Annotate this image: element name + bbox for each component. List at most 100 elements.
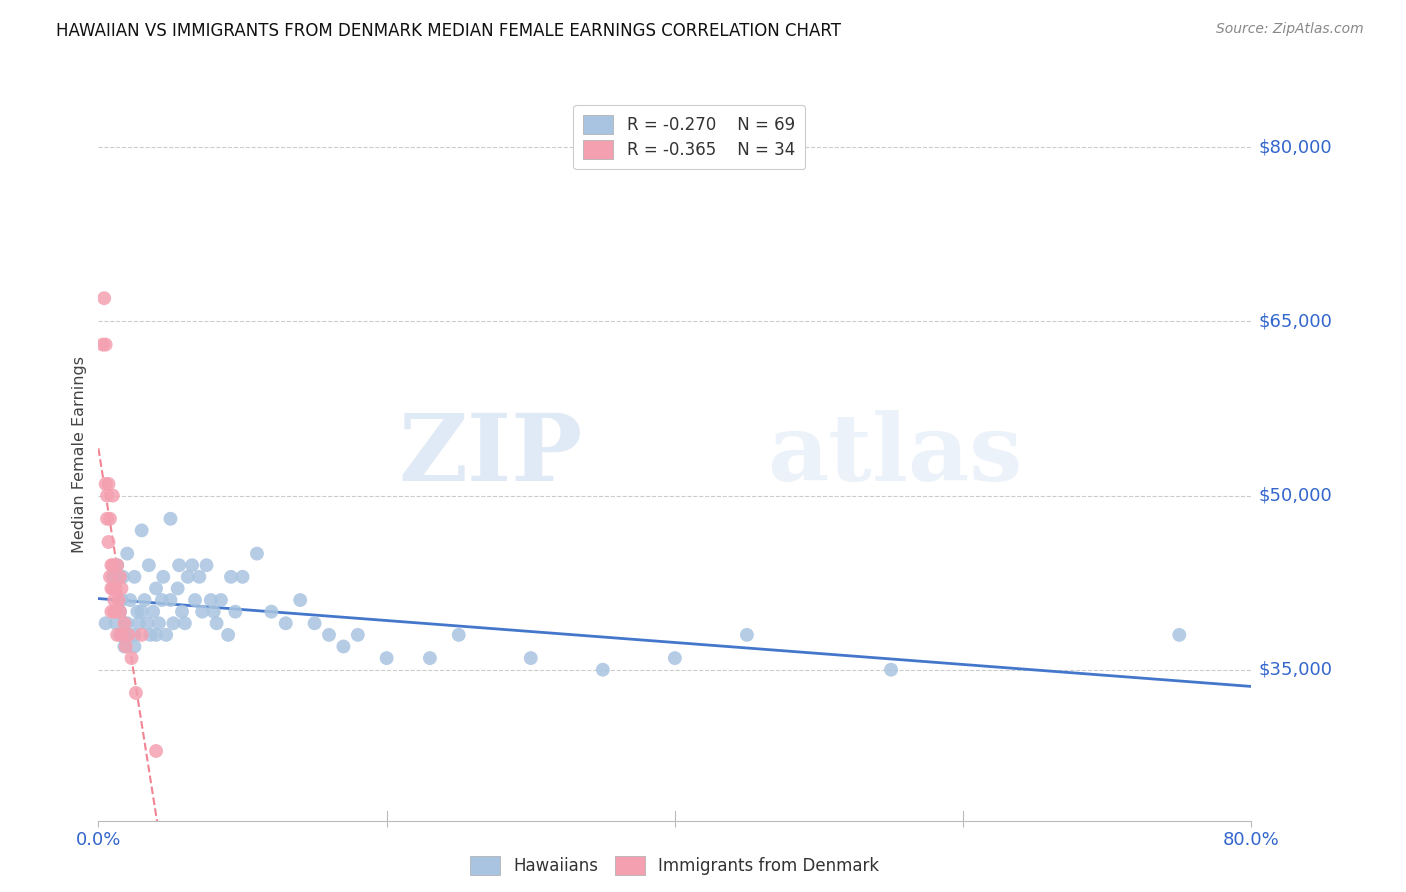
Point	[139, 628, 162, 642]
Point	[108, 605, 131, 619]
Point	[202, 605, 225, 619]
Text: HAWAIIAN VS IMMIGRANTS FROM DENMARK MEDIAN FEMALE EARNINGS CORRELATION CHART: HAWAIIAN VS IMMIGRANTS FROM DENMARK MEDI…	[56, 22, 841, 40]
Point	[260, 605, 283, 619]
Point	[105, 628, 128, 642]
Point	[138, 558, 160, 573]
Point	[304, 616, 326, 631]
Point	[121, 651, 143, 665]
Text: $35,000: $35,000	[1258, 661, 1333, 679]
Point	[125, 686, 148, 700]
Point	[145, 744, 167, 758]
Point	[219, 570, 242, 584]
Point	[375, 651, 398, 665]
Point	[108, 605, 131, 619]
Point	[318, 628, 340, 642]
Point	[131, 524, 153, 538]
Point	[1168, 628, 1191, 642]
Text: ZIP: ZIP	[398, 410, 582, 500]
Point	[110, 582, 132, 596]
Point	[162, 616, 184, 631]
Point	[124, 628, 146, 642]
Point	[101, 558, 124, 573]
Y-axis label: Median Female Earnings: Median Female Earnings	[72, 357, 87, 553]
Point	[111, 570, 134, 584]
Point	[124, 570, 146, 584]
Point	[94, 337, 117, 351]
Point	[117, 547, 138, 561]
Point	[155, 628, 177, 642]
Point	[124, 640, 146, 654]
Point	[167, 558, 190, 573]
Point	[112, 628, 135, 642]
Text: $65,000: $65,000	[1258, 312, 1333, 330]
Point	[735, 628, 758, 642]
Point	[209, 593, 232, 607]
Point	[101, 489, 124, 503]
Point	[188, 570, 211, 584]
Point	[520, 651, 543, 665]
Point	[108, 570, 131, 584]
Point	[217, 628, 239, 642]
Point	[94, 616, 117, 631]
Point	[118, 628, 141, 642]
Point	[880, 663, 903, 677]
Point	[127, 605, 149, 619]
Point	[97, 535, 120, 549]
Point	[447, 628, 470, 642]
Point	[96, 489, 118, 503]
Text: Source: ZipAtlas.com: Source: ZipAtlas.com	[1216, 22, 1364, 37]
Point	[98, 512, 121, 526]
Point	[114, 640, 136, 654]
Point	[246, 547, 269, 561]
Point	[134, 593, 156, 607]
Point	[104, 582, 127, 596]
Point	[101, 570, 124, 584]
Point	[110, 628, 132, 642]
Point	[105, 558, 128, 573]
Point	[231, 570, 254, 584]
Legend: Hawaiians, Immigrants from Denmark: Hawaiians, Immigrants from Denmark	[464, 849, 886, 882]
Point	[107, 593, 129, 607]
Point	[112, 616, 135, 631]
Point	[104, 616, 127, 631]
Point	[100, 582, 122, 596]
Point	[120, 593, 142, 607]
Point	[274, 616, 297, 631]
Point	[152, 570, 174, 584]
Point	[332, 640, 354, 654]
Point	[592, 663, 614, 677]
Point	[104, 605, 127, 619]
Point	[664, 651, 686, 665]
Point	[110, 593, 132, 607]
Point	[103, 593, 125, 607]
Point	[117, 616, 138, 631]
Point	[159, 512, 181, 526]
Point	[205, 616, 228, 631]
Point	[145, 628, 167, 642]
Point	[91, 337, 114, 351]
Point	[170, 605, 193, 619]
Point	[224, 605, 246, 619]
Point	[177, 570, 200, 584]
Point	[200, 593, 222, 607]
Point	[184, 593, 207, 607]
Point	[419, 651, 441, 665]
Point	[346, 628, 368, 642]
Point	[131, 605, 153, 619]
Point	[101, 582, 124, 596]
Point	[103, 605, 125, 619]
Point	[191, 605, 214, 619]
Point	[142, 605, 165, 619]
Point	[128, 616, 150, 631]
Point	[105, 558, 128, 573]
Point	[131, 628, 153, 642]
Point	[159, 593, 181, 607]
Point	[98, 570, 121, 584]
Point	[290, 593, 312, 607]
Point	[112, 640, 135, 654]
Point	[181, 558, 204, 573]
Text: atlas: atlas	[768, 410, 1022, 500]
Point	[136, 616, 159, 631]
Point	[108, 628, 131, 642]
Text: $80,000: $80,000	[1258, 138, 1331, 156]
